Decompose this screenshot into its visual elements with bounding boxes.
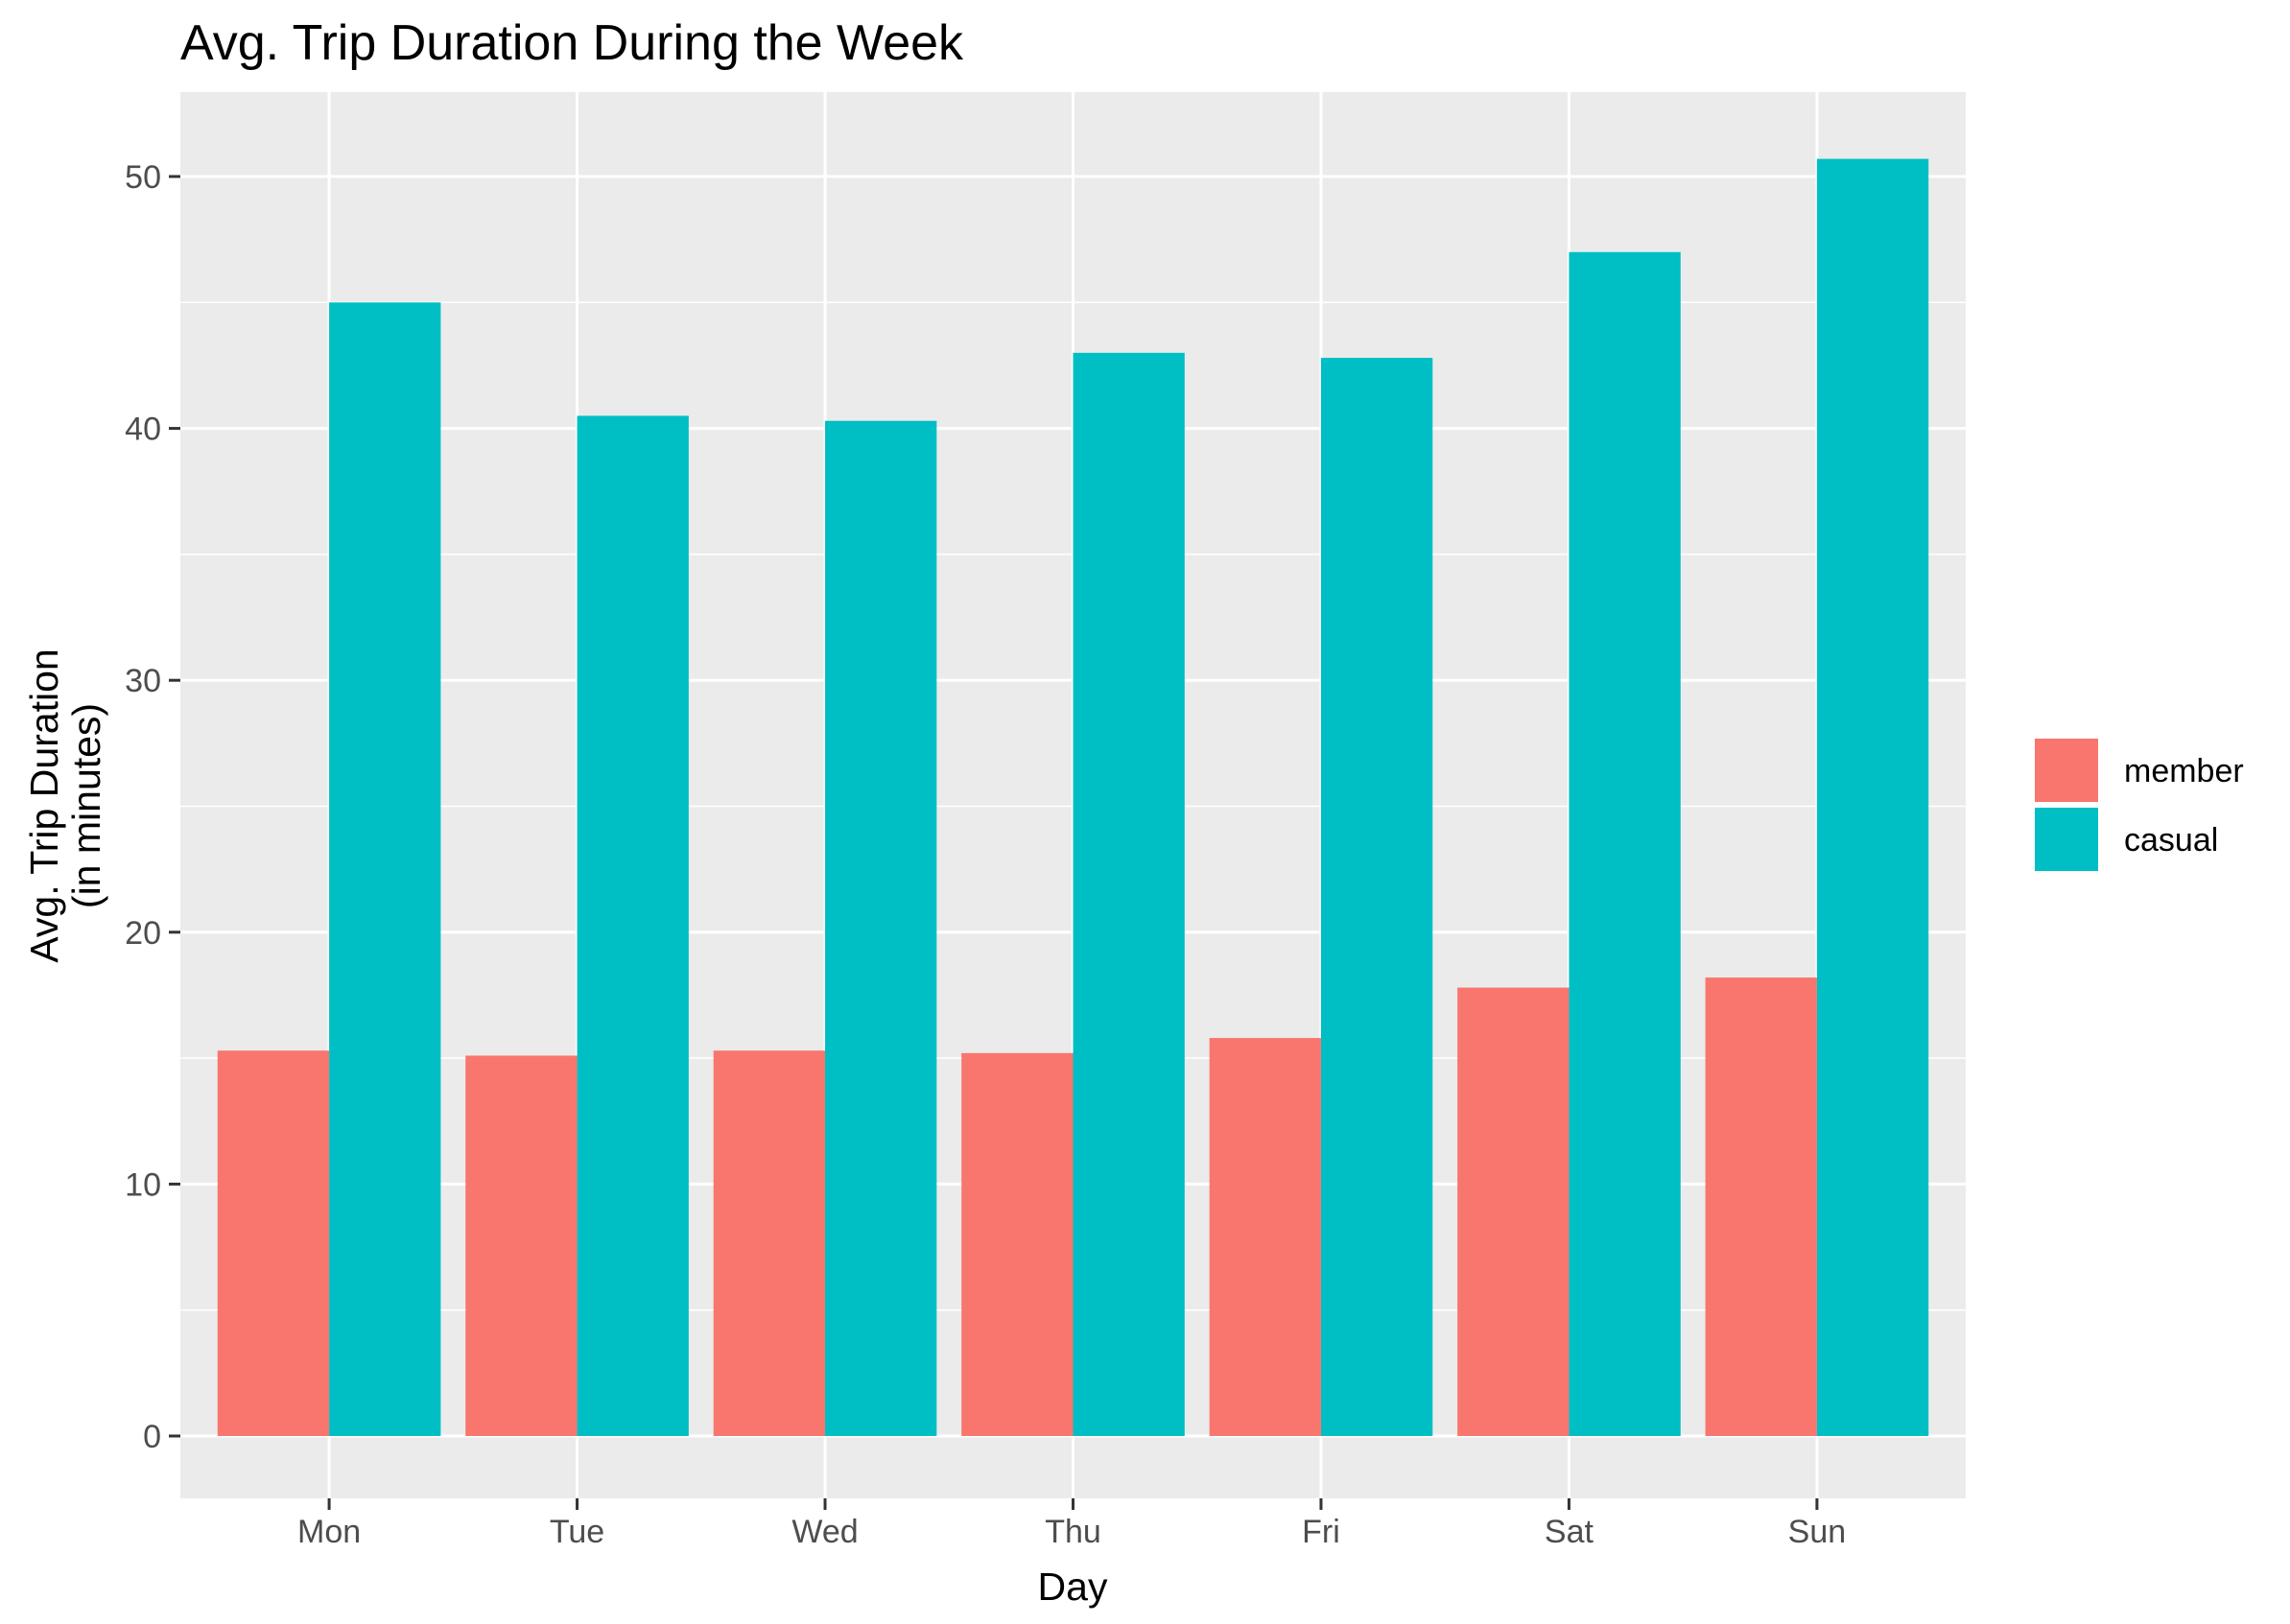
- bar-member-fri: [1209, 1038, 1321, 1436]
- legend-key-casual: [2035, 808, 2098, 871]
- bar-casual-thu: [1073, 352, 1185, 1436]
- legend-label-casual: casual: [2124, 822, 2218, 859]
- y-tick-label: 40: [125, 412, 161, 448]
- x-tick-label: Fri: [1302, 1514, 1340, 1550]
- x-tick-label: Mon: [297, 1514, 361, 1550]
- bar-member-wed: [713, 1050, 826, 1436]
- bar-member-tue: [465, 1055, 578, 1436]
- legend-label-member: member: [2124, 753, 2244, 789]
- legend-key-member: [2035, 739, 2098, 802]
- bar-casual-fri: [1320, 358, 1433, 1436]
- y-tick-label: 0: [143, 1419, 161, 1455]
- x-tick-label: Tue: [550, 1514, 604, 1550]
- x-tick-label: Sat: [1545, 1514, 1594, 1550]
- legend: member casual: [2035, 739, 2244, 871]
- bar-casual-wed: [825, 420, 937, 1437]
- bar-casual-sat: [1569, 251, 1681, 1436]
- bar-member-mon: [217, 1050, 330, 1436]
- y-axis-ticks: 0 10 20 30 40 50: [125, 159, 180, 1455]
- y-axis-title: Avg. Trip Duration (in minutes): [22, 648, 108, 962]
- chart-title: Avg. Trip Duration During the Week: [180, 15, 964, 71]
- bar-member-sat: [1457, 987, 1570, 1436]
- bar-casual-tue: [577, 415, 689, 1437]
- y-tick-label: 50: [125, 159, 161, 196]
- x-axis-ticks: Mon Tue Wed Thu Fri Sat Sun: [297, 1498, 1846, 1550]
- bar-member-sun: [1705, 977, 1817, 1436]
- bar-casual-mon: [329, 302, 441, 1436]
- bars: [217, 158, 1929, 1437]
- y-tick-label: 10: [125, 1166, 161, 1203]
- y-axis-title-line-2: (in minutes): [64, 703, 108, 908]
- y-axis-title-line-1: Avg. Trip Duration: [22, 648, 66, 962]
- x-tick-label: Wed: [791, 1514, 858, 1550]
- x-axis-title: Day: [1038, 1565, 1108, 1609]
- bar-casual-sun: [1816, 158, 1929, 1436]
- y-tick-label: 30: [125, 663, 161, 699]
- x-tick-label: Thu: [1045, 1514, 1101, 1550]
- y-tick-label: 20: [125, 915, 161, 952]
- bar-member-thu: [961, 1052, 1074, 1436]
- x-tick-label: Sun: [1788, 1514, 1847, 1550]
